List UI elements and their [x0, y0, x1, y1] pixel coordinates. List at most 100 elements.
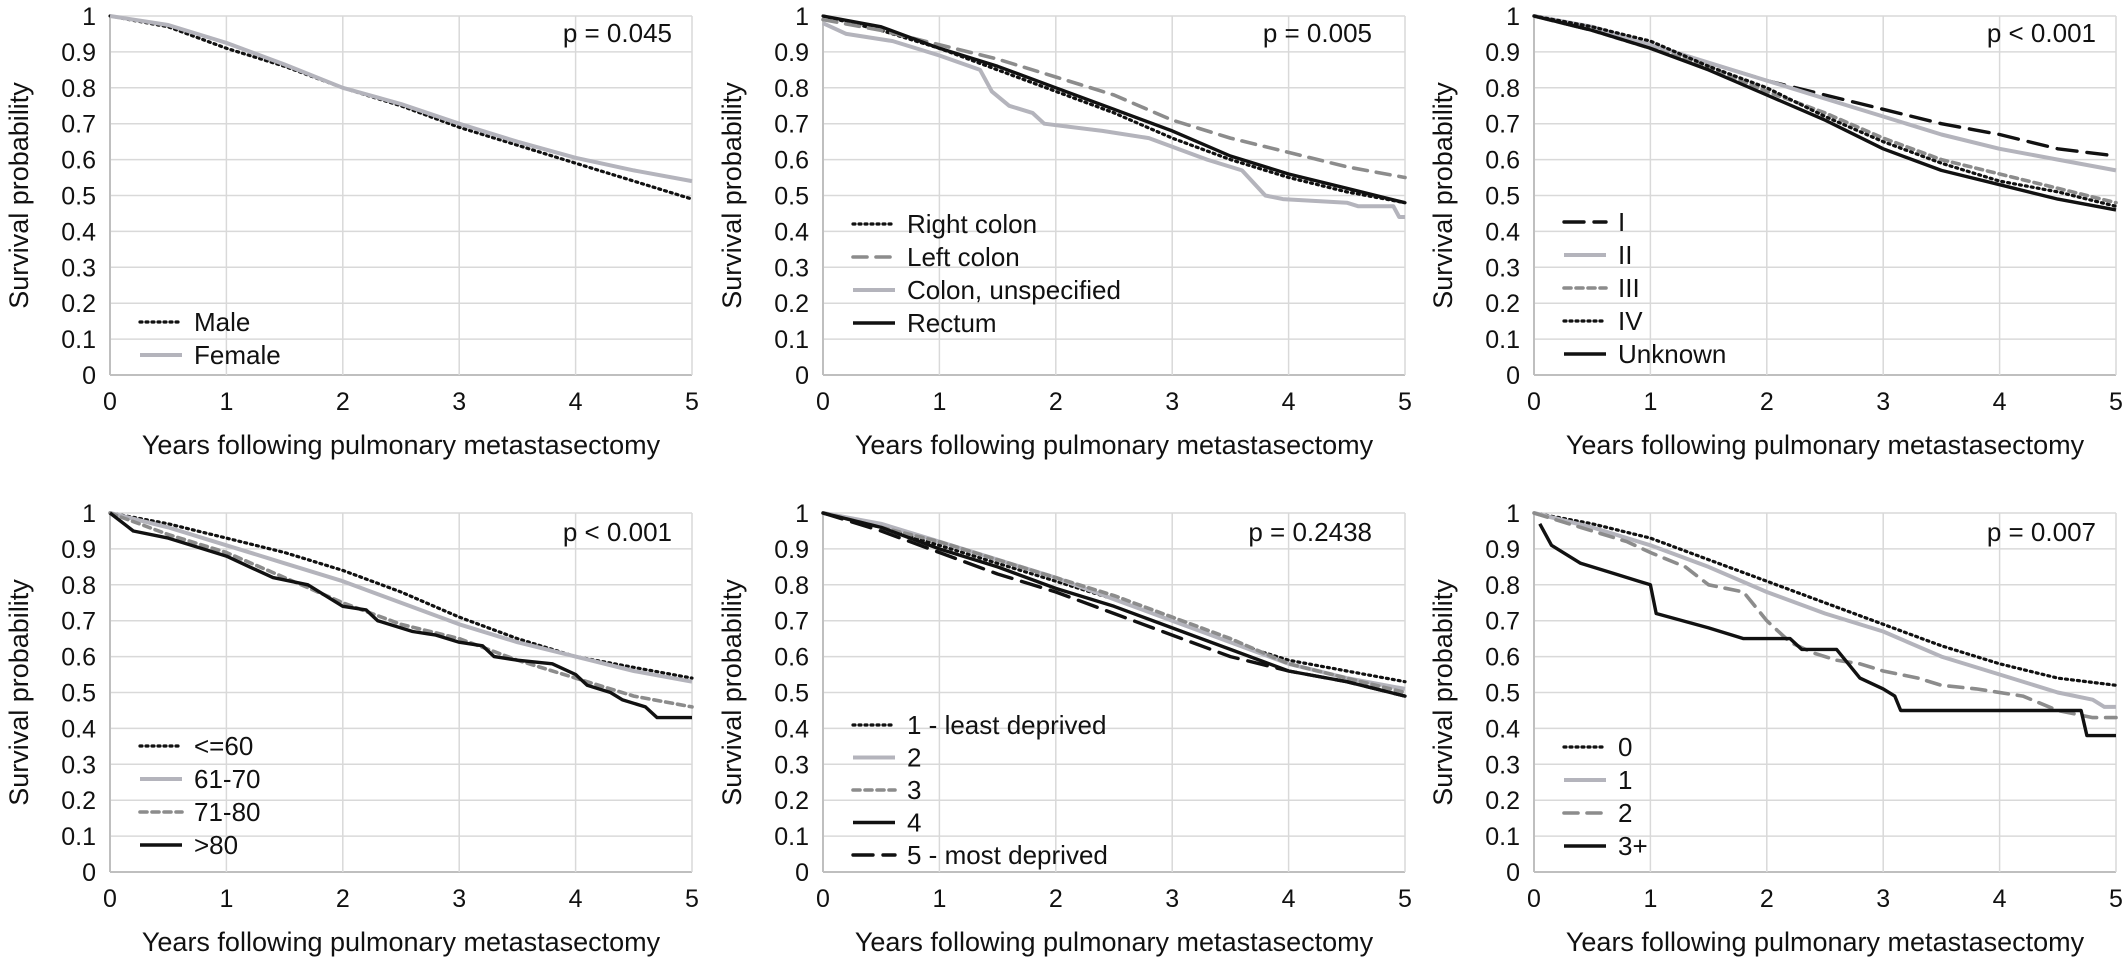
- chart-panel-6: 00.10.20.30.40.50.60.70.80.910 1 2 3 4 5Survi…: [1428, 500, 2123, 957]
- y-tick-label: 0.8: [1485, 75, 1520, 103]
- y-tick-label: 1: [1506, 3, 1520, 31]
- y-tick-label: 1: [795, 3, 809, 31]
- y-tick-label: 0.8: [774, 572, 809, 600]
- x-tick-label: 1: [932, 388, 946, 416]
- x-tick-label: 0: [816, 885, 830, 913]
- series-line-2: [109, 511, 693, 684]
- y-axis-title: Survival probability: [717, 82, 747, 309]
- x-axis-title: Years following pulmonary metastasectomy: [855, 927, 1374, 957]
- y-tick-label: 0.4: [61, 715, 96, 743]
- y-tick-label: 0.9: [774, 39, 809, 67]
- y-tick-label: 0.7: [774, 111, 809, 139]
- x-tick-label: 4: [1282, 388, 1296, 416]
- p-value-annotation: p < 0.001: [563, 517, 672, 547]
- y-tick-label: 0.9: [1485, 39, 1520, 67]
- y-tick-label: 1: [795, 500, 809, 528]
- legend-label: 3+: [1618, 831, 1648, 861]
- x-tick-label: 0: [816, 388, 830, 416]
- legend-label: Male: [194, 307, 250, 337]
- y-tick-label: 0.5: [1485, 183, 1520, 211]
- series-line-3: [821, 511, 1407, 695]
- x-tick-label: 2: [1049, 885, 1063, 913]
- y-tick-label: 0.2: [774, 787, 809, 815]
- x-tick-label: 2: [1760, 885, 1774, 913]
- y-tick-label: 0.7: [1485, 608, 1520, 636]
- chart-panel-5: 00.10.20.30.40.50.60.70.80.910 1 2 3 4 5Survi…: [717, 500, 1412, 957]
- x-tick-label: 3: [1165, 885, 1179, 913]
- y-tick-label: 0.6: [1485, 147, 1520, 175]
- x-tick-label: 0: [103, 885, 117, 913]
- x-tick-label: 2: [336, 885, 350, 913]
- y-tick-label: 0.3: [61, 254, 96, 282]
- y-tick-label: 0.8: [1485, 572, 1520, 600]
- series-line-3: [108, 511, 694, 709]
- legend-label: Rectum: [907, 308, 997, 338]
- p-value-annotation: p = 0.045: [563, 18, 672, 48]
- legend-label: 2: [1618, 798, 1632, 828]
- y-tick-label: 0.5: [61, 183, 96, 211]
- x-tick-label: 2: [1049, 388, 1063, 416]
- chart-panel-4: 0 0.1 0.2 0.3 0.4 0.5 0.6 0.7 0.8 0.9 1 0 1 2 3 4 5 Survi…: [4, 500, 699, 957]
- x-tick-label: 5: [685, 885, 699, 913]
- y-tick-label: 0.7: [61, 608, 96, 636]
- y-tick-label: 0.1: [61, 823, 96, 851]
- x-tick-label: 1: [1643, 885, 1657, 913]
- y-tick-label: 0.2: [1485, 787, 1520, 815]
- legend-label: IV: [1618, 306, 1643, 336]
- series-line-4: [108, 511, 692, 720]
- p-value-annotation: p = 0.007: [1987, 517, 2096, 547]
- y-tick-label: 0.4: [1485, 218, 1520, 246]
- y-tick-label: 0.3: [774, 751, 809, 779]
- legend-label: Right colon: [907, 209, 1037, 239]
- y-tick-label: 0.4: [774, 218, 809, 246]
- y-tick-label: 0.8: [61, 572, 96, 600]
- x-tick-label: 5: [685, 388, 699, 416]
- y-tick-label: 0.9: [1485, 536, 1520, 564]
- y-axis-title: Survival probability: [1428, 579, 1458, 806]
- y-axis-title: Survival probability: [4, 82, 34, 309]
- y-tick-label: 0.2: [61, 787, 96, 815]
- series-line-5: [821, 511, 1407, 698]
- y-tick-label: 0.3: [1485, 751, 1520, 779]
- y-tick-label: 1: [1506, 500, 1520, 528]
- y-tick-label: 0.3: [61, 751, 96, 779]
- p-value-annotation: p = 0.2438: [1248, 517, 1372, 547]
- y-tick-label: 0.6: [61, 644, 96, 672]
- y-tick-label: 0.1: [774, 823, 809, 851]
- legend-label: Female: [194, 340, 281, 370]
- x-tick-label: 1: [219, 388, 233, 416]
- series-line-3: [822, 21, 1405, 219]
- legend-label: Colon, unspecified: [907, 275, 1121, 305]
- chart-panel-1: 0 0.1 0.2 0.3 0.4 0.5 0.6 0.7 0.8 0.9 1 0 1 2 3 4 5 Survi…: [4, 3, 699, 460]
- x-tick-label: 0: [1527, 885, 1541, 913]
- x-tick-label: 3: [1876, 388, 1890, 416]
- legend-label: 71-80: [194, 797, 261, 827]
- y-tick-label: 0.4: [1485, 715, 1520, 743]
- y-tick-label: 0.5: [61, 680, 96, 708]
- y-tick-label: 0.3: [774, 254, 809, 282]
- y-tick-label: 0.7: [61, 111, 96, 139]
- y-tick-label: 0: [1506, 859, 1520, 887]
- y-tick-label: 0.1: [61, 326, 96, 354]
- y-tick-label: 0.1: [1485, 326, 1520, 354]
- y-tick-label: 0.5: [774, 183, 809, 211]
- legend-label: Unknown: [1618, 339, 1726, 369]
- chart-panel-2: 0 0.1 0.2 0.3 0.4 0.5 0.6 0.7 0.8 0.9 1 0 1 2 3 4 5 Survi…: [717, 3, 1412, 460]
- y-tick-label: 0.2: [61, 290, 96, 318]
- x-tick-label: 4: [569, 388, 583, 416]
- series-line-4: [822, 14, 1406, 205]
- legend-label: III: [1618, 273, 1640, 303]
- x-tick-label: 1: [932, 885, 946, 913]
- y-tick-label: 0.8: [61, 75, 96, 103]
- y-tick-label: 1: [82, 500, 96, 528]
- p-value-annotation: p = 0.005: [1263, 18, 1372, 48]
- x-tick-label: 4: [1993, 388, 2007, 416]
- legend-label: Left colon: [907, 242, 1020, 272]
- x-tick-label: 5: [2109, 388, 2123, 416]
- x-tick-label: 1: [1643, 388, 1657, 416]
- series-line-2: [109, 14, 693, 184]
- series-line-4: [1532, 14, 2118, 208]
